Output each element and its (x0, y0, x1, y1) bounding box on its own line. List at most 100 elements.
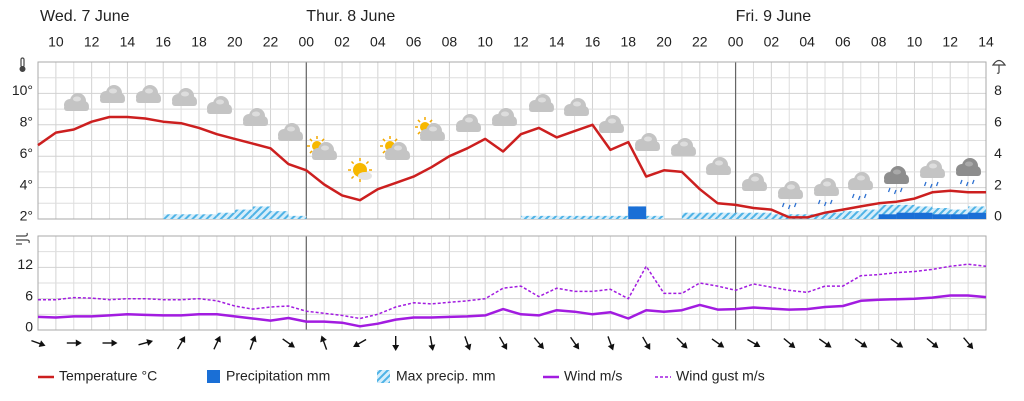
cloud-highlight (608, 118, 616, 124)
weather-icon (599, 115, 624, 133)
x-tick-label: 16 (585, 34, 601, 50)
precip-bar (181, 214, 199, 219)
wind-arrow (711, 338, 725, 348)
legend-swatch (377, 370, 390, 383)
cloud-highlight (287, 126, 295, 132)
x-tick-label: 14 (978, 34, 994, 50)
weather-icon (64, 93, 89, 111)
weather-icon (742, 173, 767, 191)
rain-drop (857, 195, 861, 201)
cloud-highlight (465, 117, 473, 123)
precip-bar (592, 215, 611, 219)
arrow-head (320, 335, 327, 343)
cloud-base (706, 169, 731, 175)
precip-bar (896, 212, 915, 219)
precip-bar (556, 215, 575, 219)
arrow-head (607, 343, 615, 351)
x-tick-label: 12 (942, 34, 958, 50)
x-tick-label: 04 (799, 34, 815, 50)
y2-tick-label: 8 (994, 82, 1002, 98)
cloud-base (778, 193, 803, 199)
cloud-base (564, 110, 589, 116)
umbrella-icon (991, 59, 1007, 74)
wind-arrow (138, 339, 154, 346)
x-tick-label: 02 (334, 34, 350, 50)
cloud-base (278, 135, 303, 141)
arrow-head (860, 341, 868, 348)
weather-icon (136, 85, 161, 103)
cloud-base (671, 150, 696, 156)
cloud-base (100, 97, 125, 103)
precip-bar (234, 209, 253, 219)
x-tick-label: 08 (871, 34, 887, 50)
cloud-base (920, 172, 945, 178)
weather-icon (778, 181, 803, 210)
weather-icon (278, 123, 303, 141)
legend-label: Temperature °C (59, 368, 157, 384)
precip-bar (216, 212, 235, 219)
cloud-base (207, 108, 232, 114)
wind-arrow (533, 337, 544, 350)
arrow-head (38, 340, 46, 347)
arrow-head (572, 342, 580, 350)
cloud-highlight (893, 169, 901, 175)
weather-icon (307, 136, 337, 160)
y2-tick-label: 4 (994, 145, 1002, 161)
cloud-base (884, 178, 909, 184)
precip-bar (753, 212, 772, 219)
x-tick-label: 00 (728, 34, 744, 50)
series-line (37, 294, 987, 328)
wind-arrow (570, 336, 580, 350)
sun-ray (365, 160, 370, 165)
plot-frame (37, 235, 987, 331)
series-line (38, 263, 987, 320)
cloud-base (136, 97, 161, 103)
precip-bar (932, 214, 951, 219)
cloud-puff (358, 172, 372, 180)
rain-drop (893, 189, 897, 195)
x-tick-label: 10 (48, 34, 64, 50)
wind-arrow (213, 335, 221, 350)
arrow-head (501, 342, 508, 350)
precip-bar (628, 206, 647, 219)
cloud-highlight (181, 91, 189, 97)
wind-arrow (66, 339, 82, 347)
precip-bar (288, 215, 307, 219)
arrow-head (464, 343, 472, 351)
rain-drop (959, 179, 963, 185)
cloud-highlight (321, 145, 329, 151)
x-tick-label: 10 (477, 34, 493, 50)
cloud-base (172, 100, 197, 106)
wind-arrow (464, 336, 472, 351)
precip-bar (699, 212, 718, 219)
x-tick-label: 00 (299, 34, 315, 50)
weather-icon (956, 158, 981, 187)
arrow-head (966, 342, 974, 350)
sun-ray (382, 138, 386, 142)
cloud-base (814, 190, 839, 196)
precip-bar (807, 214, 826, 219)
x-tick-label: 04 (370, 34, 386, 50)
y-tick-label: 8° (20, 114, 33, 130)
weather-icon (415, 117, 445, 141)
rain-drop (793, 202, 797, 208)
weather-icon (635, 133, 660, 151)
x-tick-label: 08 (442, 34, 458, 50)
cloud-highlight (715, 160, 723, 166)
x-tick-label: 16 (155, 34, 171, 50)
weather-icon (207, 96, 232, 114)
sun-ray (429, 119, 433, 123)
cloud-base (243, 120, 268, 126)
cloud-highlight (538, 97, 546, 103)
precip-bar (574, 215, 593, 219)
wind-arrow (282, 338, 295, 348)
cloud-highlight (216, 99, 224, 105)
wind-arrow (642, 336, 651, 350)
x-tick-label: 20 (656, 34, 672, 50)
legend-label: Wind m/s (564, 368, 622, 384)
rain-drop (781, 202, 785, 208)
cloud-base (385, 154, 410, 160)
x-tick-label: 18 (620, 34, 636, 50)
x-tick-label: 06 (406, 34, 422, 50)
